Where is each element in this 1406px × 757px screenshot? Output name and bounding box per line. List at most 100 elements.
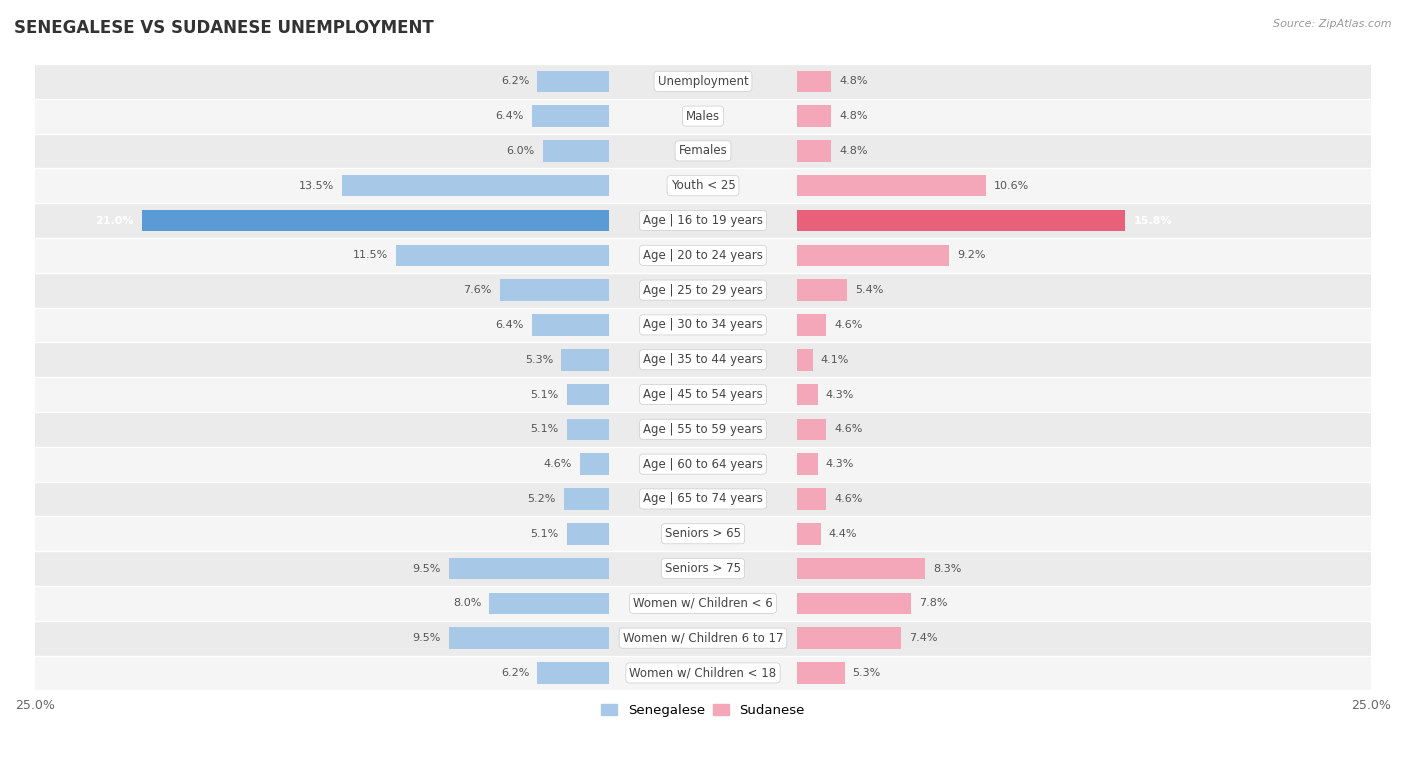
Text: 7.8%: 7.8%: [920, 598, 948, 609]
Text: Age | 45 to 54 years: Age | 45 to 54 years: [643, 388, 763, 401]
Bar: [797, 279, 848, 301]
Text: SENEGALESE VS SUDANESE UNEMPLOYMENT: SENEGALESE VS SUDANESE UNEMPLOYMENT: [14, 19, 434, 37]
Bar: [543, 140, 609, 162]
Bar: [567, 419, 609, 440]
Text: 6.2%: 6.2%: [501, 668, 529, 678]
Bar: [797, 628, 901, 649]
Bar: [35, 307, 1371, 342]
Text: Source: ZipAtlas.com: Source: ZipAtlas.com: [1274, 19, 1392, 29]
Bar: [797, 384, 818, 405]
Bar: [564, 488, 609, 509]
Text: Youth < 25: Youth < 25: [671, 179, 735, 192]
Text: Seniors > 75: Seniors > 75: [665, 562, 741, 575]
Bar: [797, 419, 825, 440]
Bar: [797, 488, 825, 509]
Text: 7.4%: 7.4%: [908, 633, 938, 643]
Text: Unemployment: Unemployment: [658, 75, 748, 88]
Text: 5.1%: 5.1%: [530, 390, 558, 400]
Text: 9.2%: 9.2%: [957, 251, 986, 260]
Bar: [449, 628, 609, 649]
Bar: [35, 377, 1371, 412]
Text: 5.1%: 5.1%: [530, 528, 558, 539]
Bar: [797, 558, 925, 579]
Text: Age | 30 to 34 years: Age | 30 to 34 years: [643, 319, 763, 332]
Bar: [35, 481, 1371, 516]
Text: 13.5%: 13.5%: [299, 181, 335, 191]
Bar: [35, 273, 1371, 307]
Bar: [797, 175, 986, 197]
Legend: Senegalese, Sudanese: Senegalese, Sudanese: [596, 699, 810, 722]
Text: 7.6%: 7.6%: [464, 285, 492, 295]
Text: 5.4%: 5.4%: [855, 285, 884, 295]
Bar: [342, 175, 609, 197]
Text: 6.4%: 6.4%: [495, 111, 524, 121]
Text: 6.4%: 6.4%: [495, 320, 524, 330]
Text: Age | 35 to 44 years: Age | 35 to 44 years: [643, 354, 763, 366]
Text: 4.8%: 4.8%: [839, 76, 868, 86]
Text: Age | 55 to 59 years: Age | 55 to 59 years: [643, 423, 763, 436]
Bar: [449, 558, 609, 579]
Bar: [35, 551, 1371, 586]
Text: 10.6%: 10.6%: [994, 181, 1029, 191]
Text: Males: Males: [686, 110, 720, 123]
Text: Women w/ Children < 6: Women w/ Children < 6: [633, 597, 773, 610]
Bar: [35, 238, 1371, 273]
Text: 4.6%: 4.6%: [544, 459, 572, 469]
Bar: [531, 105, 609, 127]
Bar: [35, 98, 1371, 133]
Bar: [797, 140, 831, 162]
Bar: [797, 105, 831, 127]
Text: 4.6%: 4.6%: [834, 494, 862, 504]
Text: 4.8%: 4.8%: [839, 111, 868, 121]
Bar: [35, 516, 1371, 551]
Bar: [561, 349, 609, 370]
Bar: [797, 349, 813, 370]
Text: Women w/ Children 6 to 17: Women w/ Children 6 to 17: [623, 631, 783, 645]
Text: 5.3%: 5.3%: [524, 355, 554, 365]
Bar: [35, 64, 1371, 98]
Bar: [35, 412, 1371, 447]
Text: Women w/ Children < 18: Women w/ Children < 18: [630, 666, 776, 680]
Text: Females: Females: [679, 145, 727, 157]
Bar: [531, 314, 609, 335]
Text: 21.0%: 21.0%: [96, 216, 134, 226]
Bar: [797, 210, 1125, 232]
Bar: [797, 523, 821, 544]
Bar: [35, 586, 1371, 621]
Text: 6.0%: 6.0%: [506, 146, 534, 156]
Bar: [35, 133, 1371, 168]
Text: 9.5%: 9.5%: [413, 563, 441, 574]
Text: 8.0%: 8.0%: [453, 598, 481, 609]
Text: 6.2%: 6.2%: [501, 76, 529, 86]
Text: Age | 16 to 19 years: Age | 16 to 19 years: [643, 214, 763, 227]
Bar: [797, 593, 911, 614]
Bar: [797, 662, 845, 684]
Bar: [35, 447, 1371, 481]
Text: 5.3%: 5.3%: [852, 668, 882, 678]
Bar: [581, 453, 609, 475]
Text: 4.3%: 4.3%: [825, 390, 855, 400]
Text: 15.8%: 15.8%: [1133, 216, 1171, 226]
Bar: [35, 342, 1371, 377]
Text: 4.3%: 4.3%: [825, 459, 855, 469]
Text: 4.4%: 4.4%: [828, 528, 858, 539]
Text: 8.3%: 8.3%: [932, 563, 962, 574]
Text: 4.1%: 4.1%: [821, 355, 849, 365]
Bar: [395, 245, 609, 266]
Bar: [797, 245, 949, 266]
Bar: [35, 656, 1371, 690]
Text: Age | 20 to 24 years: Age | 20 to 24 years: [643, 249, 763, 262]
Text: 11.5%: 11.5%: [353, 251, 388, 260]
Bar: [35, 203, 1371, 238]
Bar: [537, 70, 609, 92]
Bar: [797, 70, 831, 92]
Text: Seniors > 65: Seniors > 65: [665, 527, 741, 540]
Bar: [567, 384, 609, 405]
Text: 5.2%: 5.2%: [527, 494, 555, 504]
Text: Age | 25 to 29 years: Age | 25 to 29 years: [643, 284, 763, 297]
Text: 9.5%: 9.5%: [413, 633, 441, 643]
Bar: [797, 314, 825, 335]
Bar: [501, 279, 609, 301]
Bar: [35, 621, 1371, 656]
Text: Age | 60 to 64 years: Age | 60 to 64 years: [643, 458, 763, 471]
